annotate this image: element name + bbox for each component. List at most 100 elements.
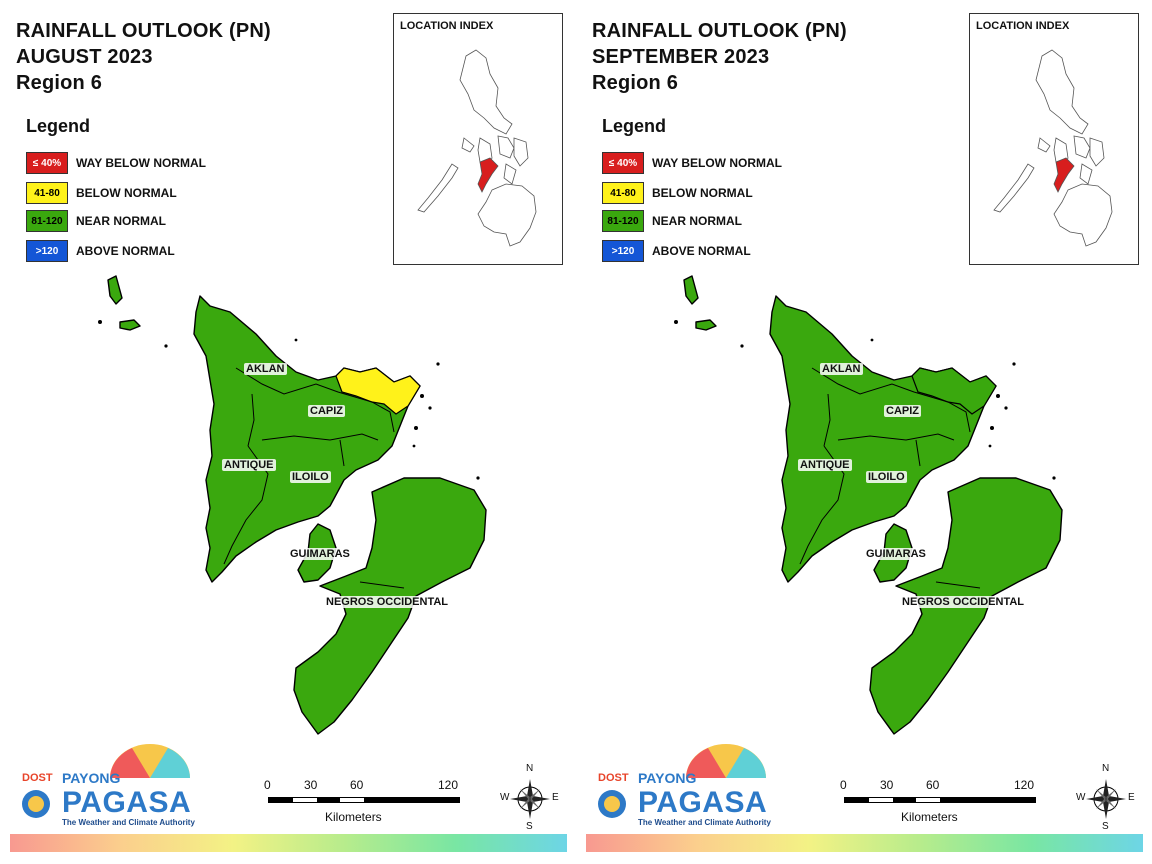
compass-s: S: [526, 821, 533, 832]
logo-dost-text: DOST: [22, 772, 53, 784]
scale-tick-label: 0: [264, 778, 271, 792]
province-label-iloilo: ILOILO: [290, 471, 331, 483]
province-label-antique: ANTIQUE: [798, 459, 852, 471]
compass-s: S: [1102, 821, 1109, 832]
philippines-index-map: [993, 49, 1113, 247]
north-arrow: N S E W: [500, 763, 560, 833]
title-line-3: Region 6: [592, 72, 679, 94]
region-6-map: [98, 275, 487, 735]
logo-pagasa-text: PAGASA: [62, 786, 192, 819]
island-north: [107, 275, 123, 305]
logo-tagline: The Weather and Climate Authority: [62, 818, 195, 827]
scale-unit-label: Kilometers: [325, 810, 382, 824]
legend-label: ABOVE NORMAL: [76, 244, 175, 258]
location-index-inset: LOCATION INDEX: [969, 13, 1139, 265]
region-6-highlight: [477, 157, 499, 193]
region-6-highlight: [1053, 157, 1075, 193]
location-index-title: LOCATION INDEX: [976, 20, 1070, 32]
legend-label: WAY BELOW NORMAL: [76, 156, 207, 170]
scale-tick-label: 0: [840, 778, 847, 792]
logo-dost-text: DOST: [598, 772, 629, 784]
scale-tick-label: 60: [926, 778, 940, 792]
umbrella-icon: [598, 744, 766, 818]
legend-label: ABOVE NORMAL: [652, 244, 751, 258]
legend-swatch: 81-120: [602, 210, 644, 232]
compass-rose-icon: [510, 779, 550, 819]
compass-n: N: [1102, 763, 1110, 774]
legend-swatch: 41-80: [602, 182, 644, 204]
legend-item-near: 81-120 NEAR NORMAL: [602, 209, 742, 233]
scale-bar-graphic: [844, 797, 1036, 803]
island-small: [119, 319, 141, 331]
province-label-iloilo: ILOILO: [866, 471, 907, 483]
province-label-negros-occidental: NEGROS OCCIDENTAL: [324, 596, 451, 608]
payong-pagasa-logo: DOST PAYONG PAGASA The Weather and Clima…: [14, 738, 195, 830]
logo-tagline: The Weather and Climate Authority: [638, 818, 771, 827]
scale-bar-graphic: [268, 797, 460, 803]
philippines-index-map: [417, 49, 537, 247]
legend-title: Legend: [26, 116, 91, 136]
title-line-1: RAINFALL OUTLOOK (PN): [16, 20, 271, 42]
logo-pagasa-text: PAGASA: [638, 786, 768, 819]
scale-tick-label: 120: [438, 778, 459, 792]
region-6-map: [674, 275, 1063, 735]
legend-label: NEAR NORMAL: [76, 214, 166, 228]
payong-pagasa-logo: DOST PAYONG PAGASA The Weather and Clima…: [590, 738, 771, 830]
map-title: RAINFALL OUTLOOK (PN) SEPTEMBER 2023 Reg…: [592, 18, 847, 96]
legend-swatch: >120: [602, 240, 644, 262]
province-label-aklan: AKLAN: [244, 363, 287, 375]
scale-bar: 0 30 60 120 Kilometers: [260, 776, 470, 836]
province-label-aklan: AKLAN: [820, 363, 863, 375]
legend-swatch: ≤ 40%: [26, 152, 68, 174]
outlook-panel-august: RAINFALL OUTLOOK (PN) AUGUST 2023 Region…: [10, 13, 567, 852]
scale-unit-label: Kilometers: [901, 810, 958, 824]
province-label-capiz: CAPIZ: [884, 405, 921, 417]
map-title: RAINFALL OUTLOOK (PN) AUGUST 2023 Region…: [16, 18, 271, 96]
scale-tick-label: 30: [880, 778, 894, 792]
legend-item-above: >120 ABOVE NORMAL: [26, 239, 175, 263]
island-north: [683, 275, 699, 305]
title-line-2: SEPTEMBER 2023: [592, 46, 770, 68]
legend-label: BELOW NORMAL: [652, 186, 753, 200]
legend-label: BELOW NORMAL: [76, 186, 177, 200]
legend-label: WAY BELOW NORMAL: [652, 156, 783, 170]
legend-swatch: >120: [26, 240, 68, 262]
legend-swatch: 41-80: [26, 182, 68, 204]
logo-payong-text: PAYONG: [62, 770, 121, 786]
title-line-2: AUGUST 2023: [16, 46, 153, 68]
scale-tick-label: 30: [304, 778, 318, 792]
color-strip: [10, 834, 567, 852]
legend-item-near: 81-120 NEAR NORMAL: [26, 209, 166, 233]
compass-rose-icon: [1086, 779, 1126, 819]
legend-item-below: 41-80 BELOW NORMAL: [26, 181, 177, 205]
northeast-capiz-area: [335, 367, 421, 415]
outlook-panel-september: RAINFALL OUTLOOK (PN) SEPTEMBER 2023 Reg…: [576, 0, 1152, 864]
title-line-1: RAINFALL OUTLOOK (PN): [592, 20, 847, 42]
compass-e: E: [1128, 792, 1135, 803]
compass-w: W: [500, 792, 510, 803]
color-strip: [586, 834, 1143, 852]
scale-tick-label: 60: [350, 778, 364, 792]
scale-bar: 0 30 60 120 Kilometers: [836, 776, 1046, 836]
compass-e: E: [552, 792, 559, 803]
province-label-guimaras: GUIMARAS: [288, 548, 352, 560]
logo-payong-text: PAYONG: [638, 770, 697, 786]
legend-swatch: ≤ 40%: [602, 152, 644, 174]
legend-item-way-below: ≤ 40% WAY BELOW NORMAL: [602, 151, 782, 175]
legend-item-way-below: ≤ 40% WAY BELOW NORMAL: [26, 151, 206, 175]
compass-n: N: [526, 763, 534, 774]
northeast-capiz-area: [911, 367, 997, 415]
legend-item-above: >120 ABOVE NORMAL: [602, 239, 751, 263]
location-index-title: LOCATION INDEX: [400, 20, 494, 32]
island-small: [695, 319, 717, 331]
legend-label: NEAR NORMAL: [652, 214, 742, 228]
legend-swatch: 81-120: [26, 210, 68, 232]
north-arrow: N S E W: [1076, 763, 1136, 833]
scale-tick-label: 120: [1014, 778, 1035, 792]
legend-title: Legend: [602, 116, 667, 136]
province-label-capiz: CAPIZ: [308, 405, 345, 417]
title-line-3: Region 6: [16, 72, 103, 94]
province-label-antique: ANTIQUE: [222, 459, 276, 471]
province-label-guimaras: GUIMARAS: [864, 548, 928, 560]
location-index-inset: LOCATION INDEX: [393, 13, 563, 265]
